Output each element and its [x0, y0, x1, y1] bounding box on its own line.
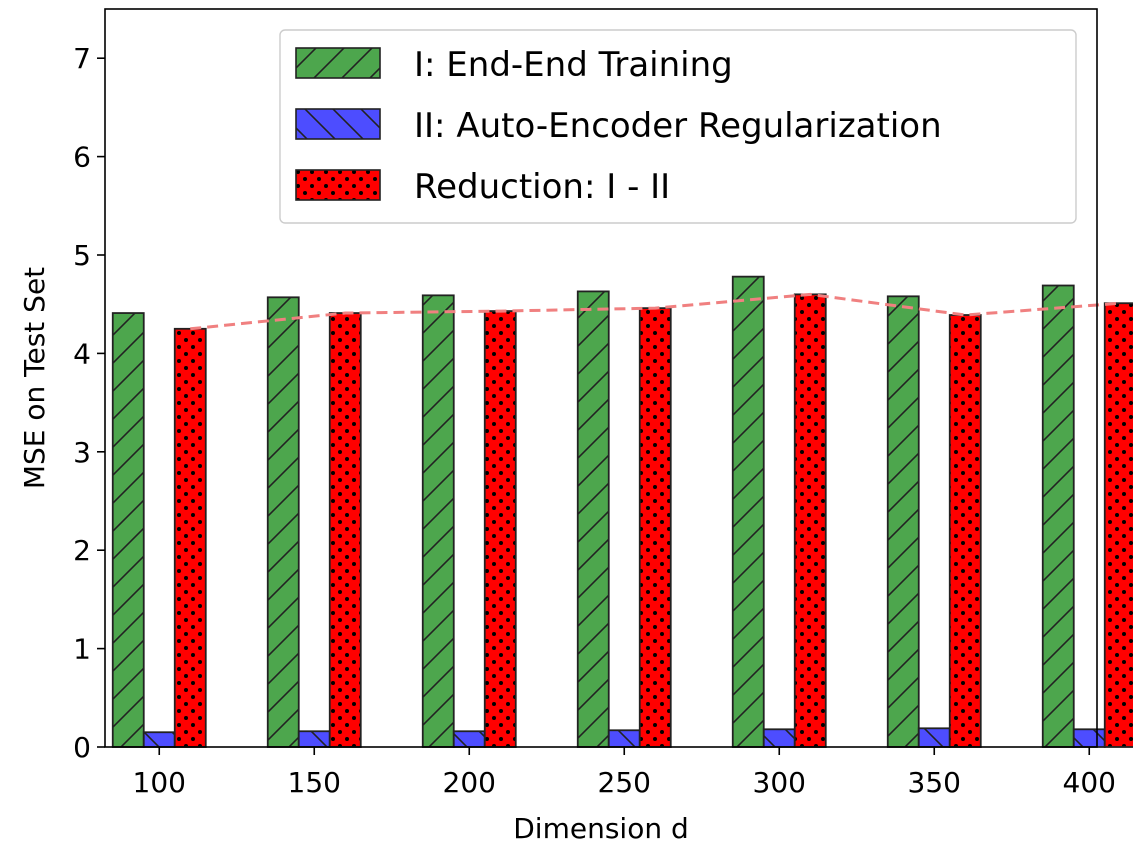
y-tick-label: 4 — [73, 337, 91, 370]
bar-hatch — [452, 730, 486, 748]
legend-item: II: Auto-Encoder Regularization — [295, 106, 942, 146]
bar-hatch — [297, 730, 331, 748]
legend-label: II: Auto-Encoder Regularization — [414, 106, 942, 146]
y-axis-ticks: 0 1 2 3 4 5 6 7 — [73, 42, 105, 764]
bar — [142, 731, 176, 748]
bar-hatch — [638, 307, 672, 748]
bar-hatch — [173, 327, 207, 748]
bar — [793, 293, 827, 748]
bar-hatch — [917, 727, 951, 748]
bars-layer — [111, 275, 1133, 748]
bar — [111, 312, 145, 748]
bar-hatch — [1103, 302, 1133, 748]
legend-items: I: End-End Training II: Auto-Encoder Regu… — [295, 45, 942, 207]
bar-hatch — [731, 275, 765, 748]
bar-hatch — [421, 294, 455, 748]
bar-hatch — [1041, 284, 1075, 748]
bar-hatch — [607, 729, 641, 748]
x-tick-label: 400 — [1063, 766, 1116, 799]
bar — [607, 729, 641, 748]
legend-swatch-hatch — [295, 47, 381, 79]
bar — [266, 296, 300, 748]
bar — [173, 327, 207, 748]
y-tick-label: 1 — [73, 633, 91, 666]
x-tick-label: 200 — [443, 766, 496, 799]
y-tick-label: 7 — [73, 42, 91, 75]
bar — [762, 728, 796, 748]
legend-item: I: End-End Training — [295, 45, 733, 85]
x-tick-label: 300 — [753, 766, 806, 799]
bar — [421, 294, 455, 748]
bar — [576, 290, 610, 748]
bar — [886, 295, 920, 748]
bar — [917, 727, 951, 748]
bar — [328, 312, 362, 748]
x-tick-label: 150 — [288, 766, 341, 799]
bar — [1041, 284, 1075, 748]
bar — [638, 307, 672, 748]
bar-hatch — [111, 312, 145, 748]
bar-hatch — [948, 314, 982, 748]
bar-hatch — [576, 290, 610, 748]
bar-hatch — [483, 310, 517, 748]
bar — [452, 730, 486, 748]
bar-hatch — [142, 731, 176, 748]
legend-box — [279, 29, 1077, 224]
plot-area-frame — [104, 8, 1098, 748]
x-axis-ticks: 100 150 200 250 300 350 400 — [133, 747, 1116, 799]
bar — [731, 275, 765, 748]
bar — [948, 314, 982, 748]
legend-item: Reduction: I - II — [295, 167, 670, 207]
y-tick-label: 5 — [73, 239, 91, 272]
y-tick-label: 6 — [73, 141, 91, 174]
trend-line-layer — [190, 292, 1121, 331]
bar — [483, 310, 517, 748]
y-tick-label: 2 — [73, 534, 91, 567]
legend-swatch-hatch — [295, 169, 381, 201]
bar-hatch — [266, 296, 300, 748]
y-tick-label: 3 — [73, 436, 91, 469]
x-tick-label: 350 — [908, 766, 961, 799]
bar — [1103, 302, 1133, 748]
bar-hatch — [886, 295, 920, 748]
x-axis-label: Dimension d — [513, 812, 689, 845]
bar-hatch — [793, 293, 827, 748]
x-tick-label: 250 — [598, 766, 651, 799]
bar — [1072, 728, 1106, 748]
legend-swatch-hatch — [295, 108, 381, 140]
bar-hatch — [762, 728, 796, 748]
bar-hatch — [328, 312, 362, 748]
bar — [297, 730, 331, 748]
y-axis-label: MSE on Test Set — [18, 267, 51, 489]
legend-label: I: End-End Training — [414, 45, 733, 85]
bar-hatch — [1072, 728, 1106, 748]
legend-label: Reduction: I - II — [414, 167, 670, 207]
legend: I: End-End Training II: Auto-Encoder Regu… — [279, 29, 1077, 224]
y-tick-label: 0 — [73, 731, 91, 764]
x-tick-label: 100 — [133, 766, 186, 799]
trend-line — [190, 292, 1121, 331]
